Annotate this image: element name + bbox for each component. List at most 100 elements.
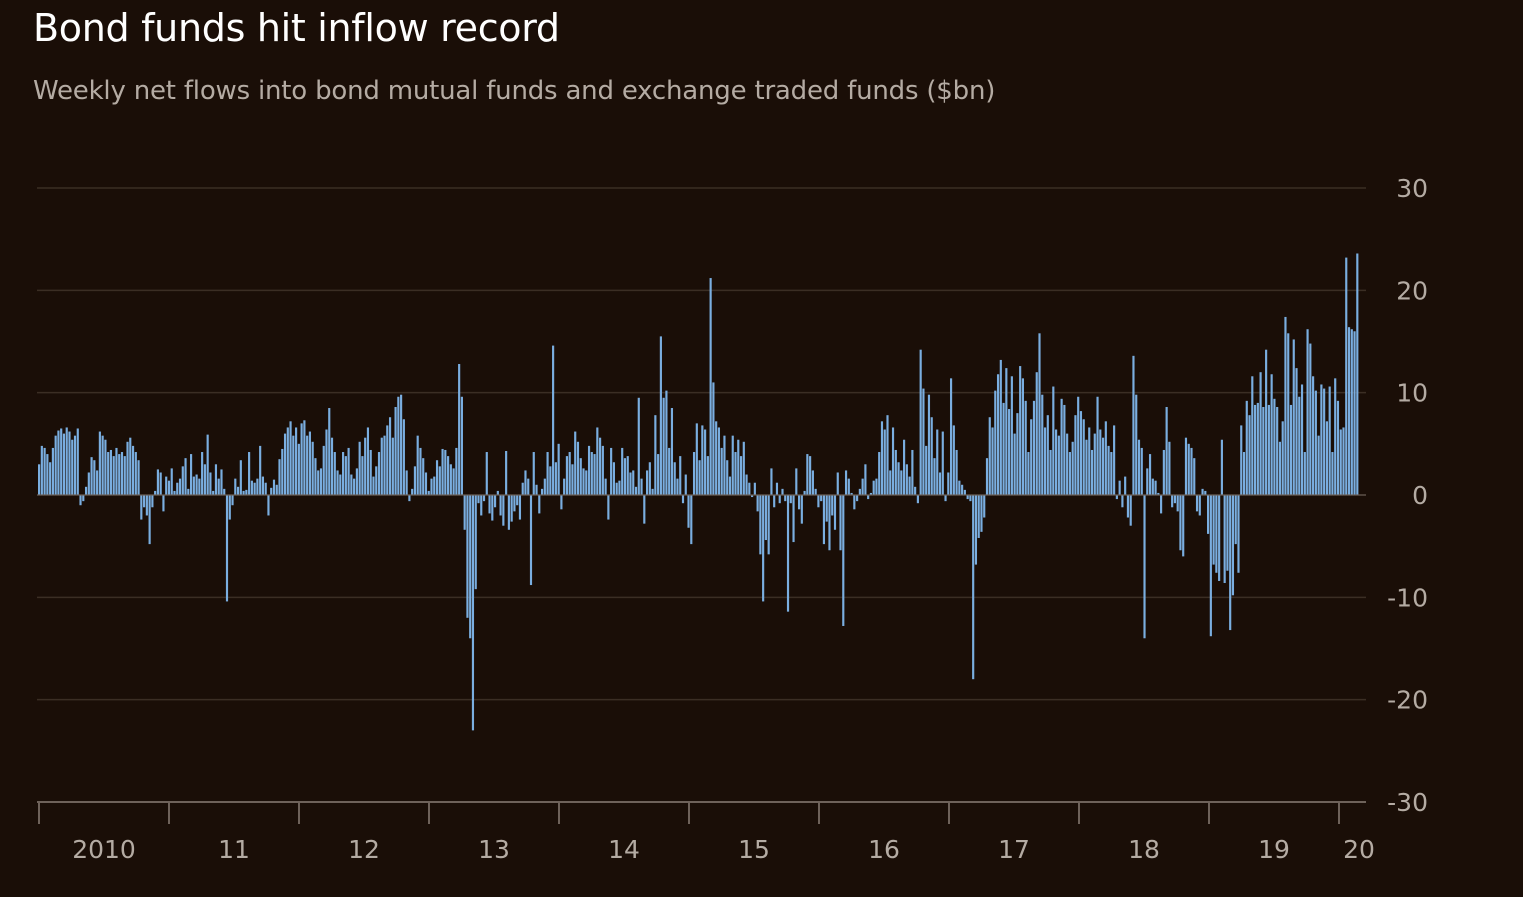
bar (1334, 378, 1337, 495)
bar (844, 470, 848, 495)
bar (820, 495, 823, 502)
bar (474, 495, 477, 590)
bar (1212, 495, 1215, 565)
bar (325, 429, 328, 495)
y-axis: 30 20 10 0 -10 -20 -30 (1387, 174, 1428, 817)
x-tick-label: 12 (348, 835, 380, 864)
bar (120, 452, 124, 495)
bar (118, 454, 121, 495)
bar (275, 484, 278, 495)
bar (1273, 398, 1276, 495)
bar (538, 495, 541, 514)
bar (485, 452, 488, 495)
bar (90, 457, 93, 495)
bar (869, 492, 872, 495)
bar (905, 464, 908, 495)
bar (422, 458, 425, 495)
bar (154, 490, 157, 495)
bar (126, 441, 129, 495)
bar (82, 495, 85, 502)
bar (518, 495, 522, 520)
bar (599, 437, 602, 495)
bar (806, 454, 809, 495)
bar (739, 456, 743, 495)
bar (1038, 333, 1041, 495)
bar (455, 447, 458, 495)
bar (176, 482, 179, 495)
bar (1096, 396, 1099, 495)
bar (822, 495, 826, 545)
bar (933, 458, 936, 495)
bar (1165, 406, 1168, 495)
bar (864, 464, 867, 495)
bar (554, 462, 557, 495)
bar (1005, 368, 1008, 495)
bar (1303, 452, 1306, 495)
bar (383, 435, 386, 495)
bar (756, 495, 759, 512)
bar (261, 476, 265, 495)
bar (590, 452, 593, 495)
bar (858, 488, 861, 495)
bar (212, 490, 215, 495)
bar (361, 456, 364, 495)
bar (1129, 495, 1132, 526)
bar (134, 452, 137, 495)
bar (510, 495, 513, 522)
bar (49, 462, 52, 495)
bar (1063, 404, 1066, 495)
bar (1030, 419, 1033, 495)
bar (488, 495, 491, 514)
bar (452, 468, 455, 495)
bar (87, 472, 90, 495)
bar (201, 452, 204, 495)
bar (499, 495, 502, 516)
bar (726, 460, 729, 495)
bar (411, 488, 414, 495)
bar (1057, 435, 1060, 495)
bar (521, 482, 524, 495)
bar (115, 447, 118, 495)
bar (1314, 390, 1317, 495)
bar (513, 495, 516, 512)
bar (1251, 376, 1254, 495)
bar (1021, 378, 1024, 495)
bar (831, 495, 834, 516)
bar (574, 431, 577, 495)
bar (416, 435, 419, 495)
bar (355, 468, 358, 495)
bar (496, 490, 499, 495)
bar (1113, 425, 1116, 495)
bar (972, 495, 975, 680)
bar (51, 447, 54, 495)
bar (991, 427, 994, 495)
bar (637, 397, 640, 495)
bar (209, 472, 212, 495)
bar (1281, 421, 1284, 495)
bar (775, 482, 779, 495)
bar (206, 434, 209, 495)
bar (419, 447, 422, 495)
bar (107, 452, 110, 495)
bar (698, 460, 701, 495)
bar (908, 476, 911, 495)
bar (38, 464, 41, 495)
bar (983, 495, 986, 518)
bar (1135, 394, 1138, 495)
bar (1278, 441, 1282, 495)
bar (388, 417, 392, 495)
bar (1110, 452, 1113, 495)
bar (734, 452, 737, 495)
bar (242, 490, 245, 495)
bar (651, 488, 654, 495)
bar (1220, 439, 1223, 495)
bar (170, 468, 173, 495)
bar (256, 478, 259, 495)
bar (480, 495, 483, 516)
bar (1342, 427, 1345, 495)
bar (919, 349, 922, 495)
bar (347, 447, 350, 495)
bar (612, 462, 615, 495)
bar (333, 452, 336, 495)
bar (391, 437, 394, 495)
